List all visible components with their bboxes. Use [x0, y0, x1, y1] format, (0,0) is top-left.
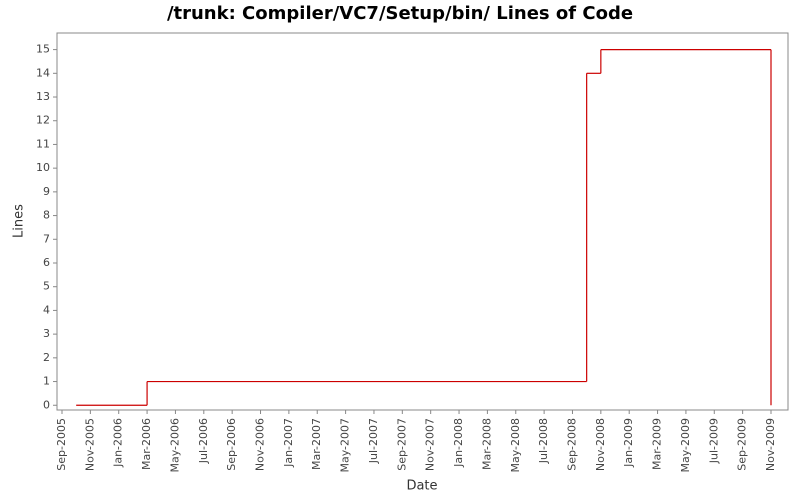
x-tick-label: Nov-2007: [424, 418, 437, 471]
y-tick-label: 14: [36, 66, 50, 79]
y-axis-label: Lines: [12, 204, 27, 238]
x-tick-label: May-2006: [168, 418, 181, 473]
chart-title: /trunk: Compiler/VC7/Setup/bin/ Lines of…: [167, 3, 633, 24]
x-tick-label: Sep-2008: [565, 418, 578, 471]
y-tick-label: 11: [36, 137, 50, 150]
x-tick-label: Jan-2009: [622, 418, 635, 468]
y-tick-label: 8: [43, 209, 50, 222]
x-tick-label: Mar-2007: [310, 418, 323, 470]
y-tick-label: 10: [36, 161, 50, 174]
x-tick-label: Sep-2007: [395, 418, 408, 471]
y-tick-label: 0: [43, 398, 50, 411]
x-tick-label: May-2008: [509, 418, 522, 473]
x-tick-label: Jan-2007: [282, 418, 295, 468]
x-tick-label: Nov-2006: [254, 418, 267, 471]
y-tick-label: 4: [43, 303, 50, 316]
x-tick-label: Jul-2007: [367, 418, 380, 464]
x-tick-label: Sep-2005: [55, 418, 68, 471]
x-tick-label: May-2007: [339, 418, 352, 473]
x-tick-label: Jul-2008: [537, 418, 550, 464]
y-tick-label: 5: [43, 280, 50, 293]
x-tick-label: May-2009: [679, 418, 692, 473]
x-tick-label: Jul-2006: [197, 418, 210, 464]
x-tick-label: Nov-2005: [83, 418, 96, 471]
x-tick-label: Nov-2008: [594, 418, 607, 471]
y-tick-label: 9: [43, 185, 50, 198]
x-tick-label: Mar-2008: [480, 418, 493, 470]
x-axis-label: Date: [406, 479, 437, 494]
y-tick-label: 3: [43, 327, 50, 340]
y-tick-label: 15: [36, 43, 50, 56]
x-tick-label: Jan-2008: [452, 418, 465, 468]
x-tick-label: Sep-2006: [225, 418, 238, 471]
x-tick-label: Mar-2006: [140, 418, 153, 470]
plot-area: [56, 32, 789, 411]
y-tick-label: 2: [43, 351, 50, 364]
x-tick-label: Jul-2009: [707, 418, 720, 464]
y-tick-label: 7: [43, 232, 50, 245]
x-tick-label: Nov-2009: [764, 418, 777, 471]
y-tick-label: 1: [43, 375, 50, 388]
y-tick-label: 13: [36, 90, 50, 103]
y-tick-label: 12: [36, 114, 50, 127]
x-tick-label: Jan-2006: [112, 418, 125, 468]
x-tick-label: Sep-2009: [736, 418, 749, 471]
x-tick-label: Mar-2009: [651, 418, 664, 470]
y-tick-label: 6: [43, 256, 50, 269]
